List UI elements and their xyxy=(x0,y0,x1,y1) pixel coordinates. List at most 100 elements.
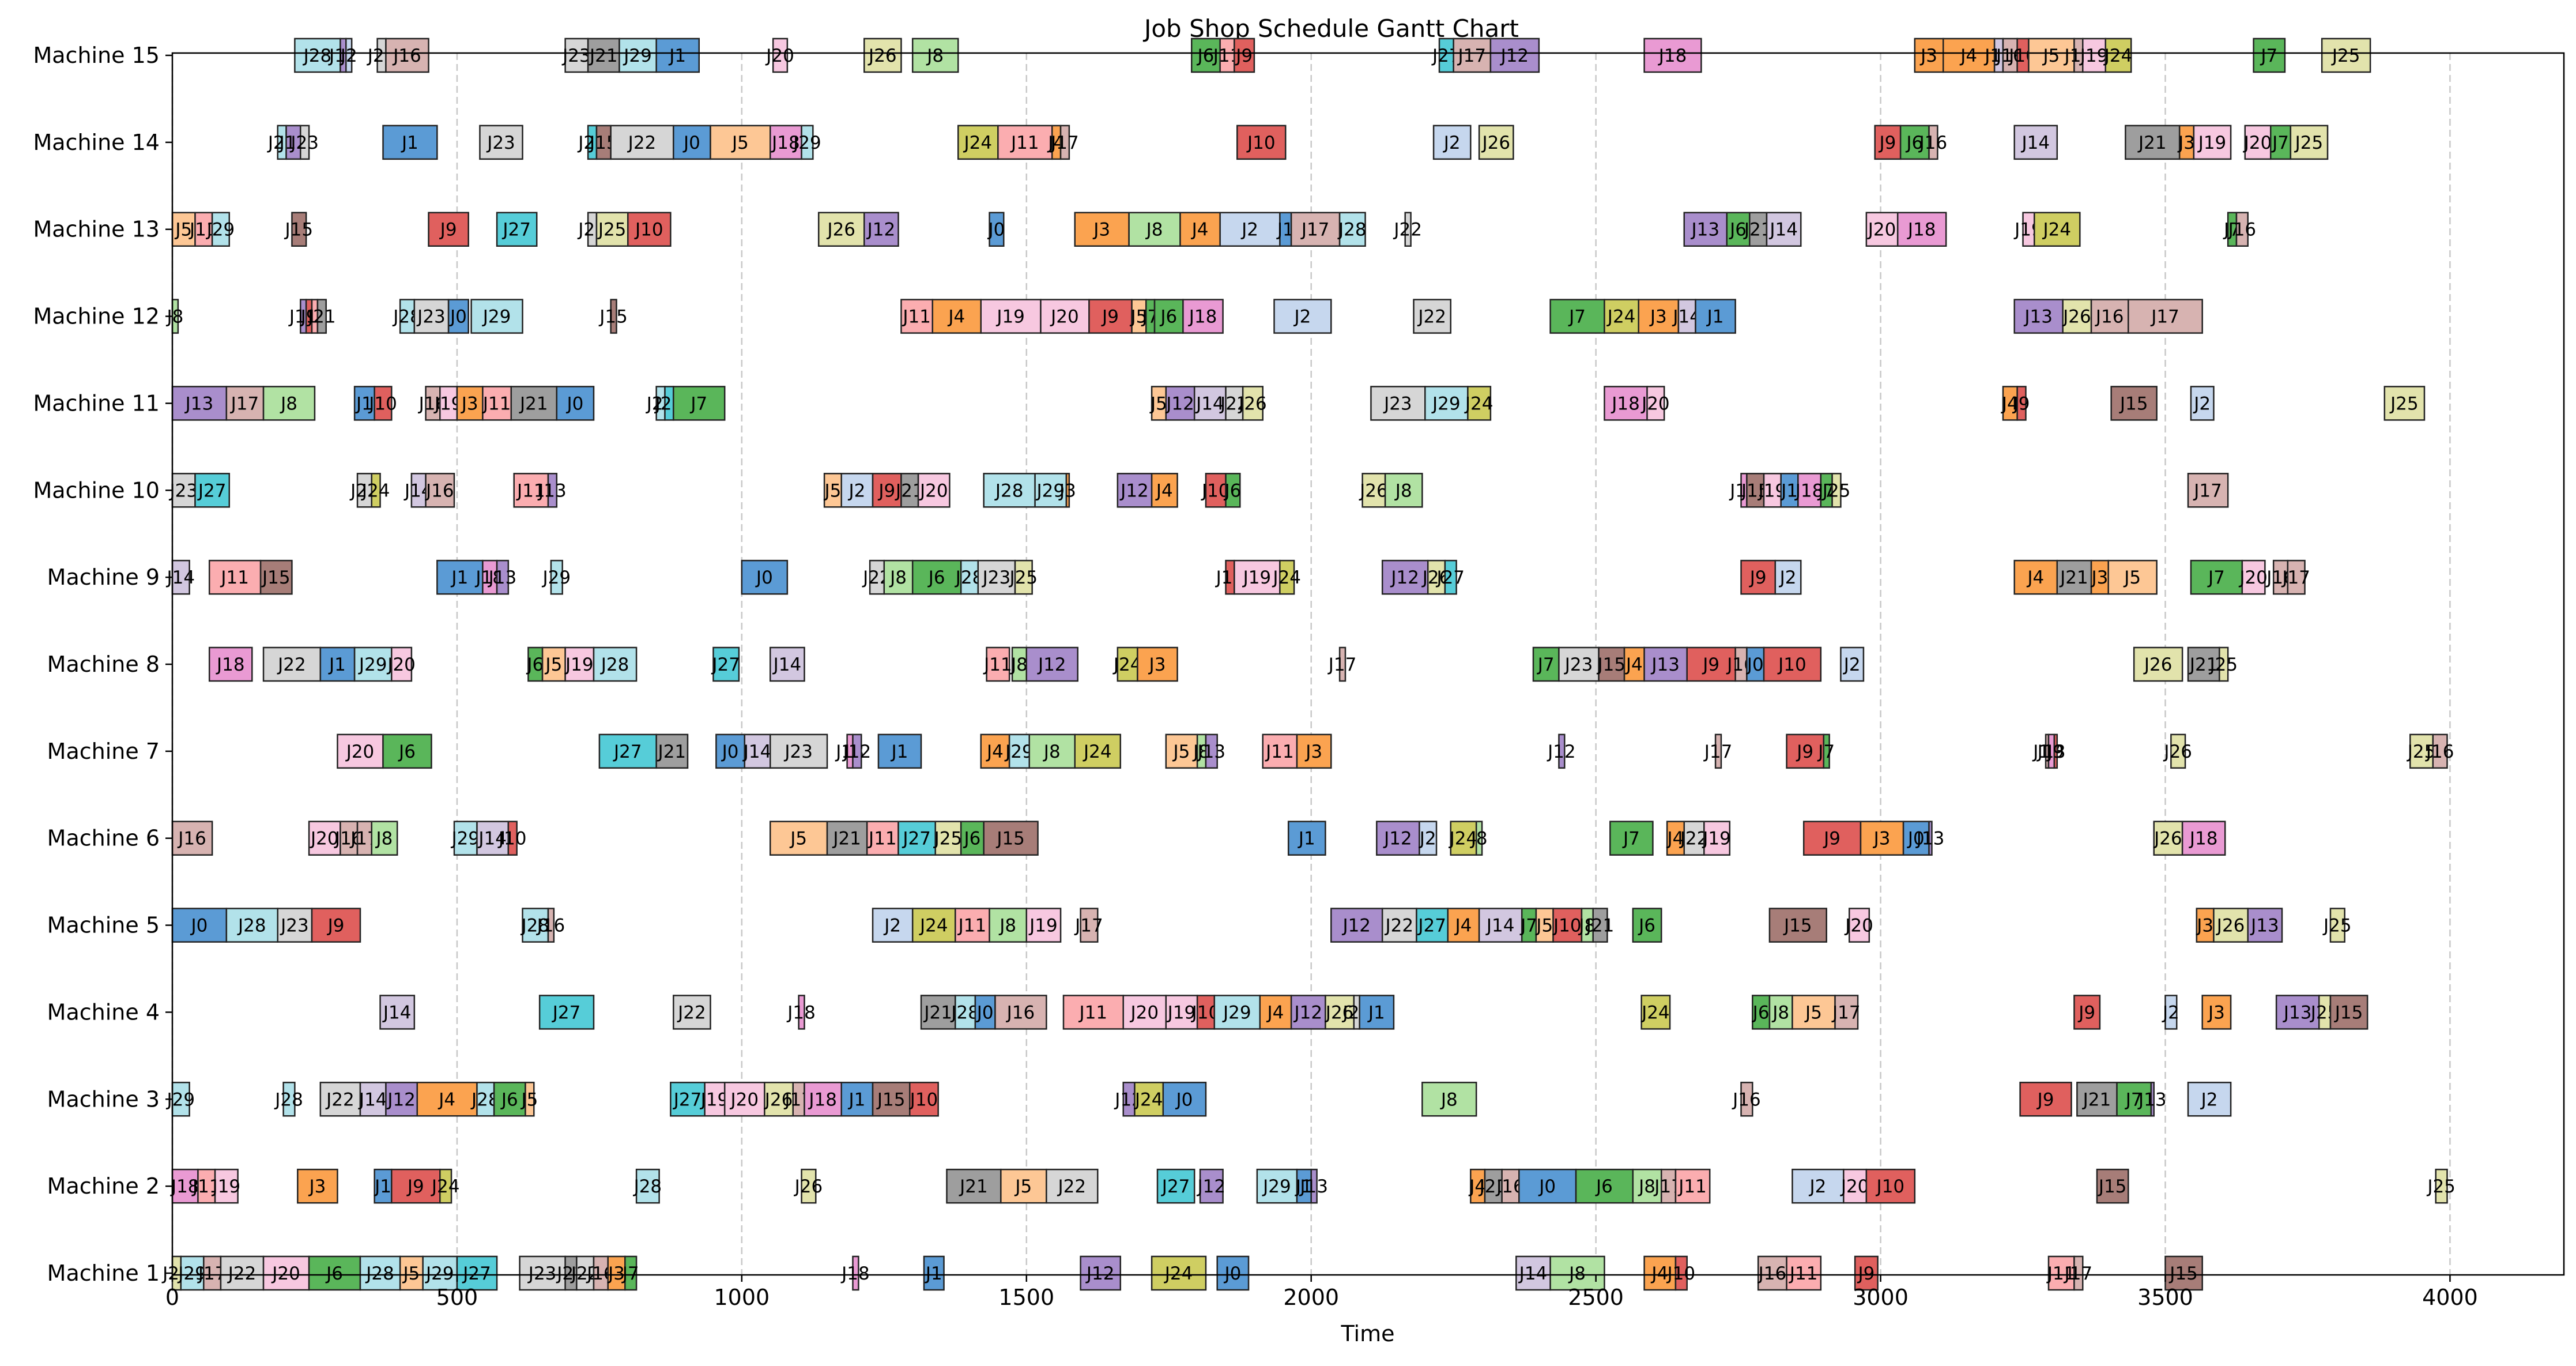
task-label: J9 xyxy=(1857,1263,1875,1284)
task-bar: J18 xyxy=(170,1168,199,1204)
task-label: J12 xyxy=(1547,742,1576,762)
task-label: J5 xyxy=(1172,742,1190,762)
machine-label: Machine 12 xyxy=(33,304,160,329)
task-label: J18 xyxy=(1188,307,1217,328)
task-label: J29 xyxy=(358,654,387,675)
task-bar: J22 xyxy=(262,646,322,682)
task-bar: J5 xyxy=(1149,386,1167,421)
task-bar: J3 xyxy=(1074,212,1130,247)
task-bar: J22 xyxy=(319,1082,361,1117)
x-axis-label: Time xyxy=(1341,1321,1395,1346)
task-bar: J18 xyxy=(1794,473,1823,508)
task-bar: J4 xyxy=(1447,908,1480,943)
task-rect xyxy=(2193,125,2232,160)
task-bar: J12 xyxy=(1290,995,1326,1030)
task-rect xyxy=(2019,1082,2072,1117)
task-rect xyxy=(1117,646,1138,682)
task-bar: J25 xyxy=(2290,125,2329,160)
task-rect xyxy=(1242,386,1264,421)
task-bar: J13 xyxy=(1683,212,1728,247)
task-bar: J2 xyxy=(1840,646,1865,682)
task-rect xyxy=(1338,646,1347,682)
task-label: J22 xyxy=(1393,220,1422,240)
task-bar: J4 xyxy=(1047,125,1065,160)
task-rect xyxy=(593,1255,609,1291)
task-label: J4 xyxy=(1266,1002,1284,1023)
task-bar: J0 xyxy=(171,908,228,943)
task-label: J23 xyxy=(289,133,319,153)
task-bar: J29 xyxy=(353,646,393,682)
task-rect xyxy=(801,1168,817,1204)
task-label: J28 xyxy=(600,654,629,675)
task-bar: J15 xyxy=(983,821,1039,856)
task-rect xyxy=(1766,212,1802,247)
task-rect xyxy=(1592,908,1608,943)
task-rect xyxy=(1046,1168,1099,1204)
task-bar: J18 xyxy=(804,1082,842,1117)
task-rect xyxy=(385,37,429,73)
task-bar: J26 xyxy=(2163,733,2192,769)
task-label: J8 xyxy=(280,393,297,414)
task-bar: J14 xyxy=(1478,908,1523,943)
task-bar: J17 xyxy=(2281,559,2310,595)
task-label: J17 xyxy=(1074,916,1103,936)
task-label: J19 xyxy=(212,1176,241,1197)
task-label: J10 xyxy=(497,829,527,849)
task-label: J20 xyxy=(1129,1002,1159,1023)
task-rect xyxy=(764,1082,794,1117)
plot-frame xyxy=(171,52,2565,1276)
task-rect xyxy=(1330,908,1383,943)
task-rect xyxy=(1370,386,1426,421)
task-bar: J9 xyxy=(1088,299,1133,334)
task-rect xyxy=(1008,733,1030,769)
task-rect xyxy=(538,995,595,1030)
task-bar: J12 xyxy=(1025,646,1078,682)
task-bar: J4 xyxy=(1942,37,1996,73)
task-bar: J9 xyxy=(2019,1082,2072,1117)
task-rect xyxy=(2053,733,2058,769)
task-rect xyxy=(1874,125,1902,160)
task-label: J14 xyxy=(358,1089,387,1110)
task-bar: J22 xyxy=(1413,299,1451,334)
task-label: J7 xyxy=(2125,1089,2143,1110)
task-label: J19 xyxy=(2079,46,2109,66)
task-label: J14 xyxy=(1768,220,1798,240)
task-rect xyxy=(496,212,538,247)
task-bar: J11 xyxy=(482,386,512,421)
task-rect xyxy=(2383,386,2426,421)
task-bar: J28 xyxy=(294,37,341,73)
task-bar: J8 xyxy=(1470,821,1488,856)
task-rect xyxy=(2047,1255,2075,1291)
task-label: J29 xyxy=(1004,742,1034,762)
task-bar: J29 xyxy=(450,821,480,856)
task-label: J4 xyxy=(1468,1176,1486,1197)
task-label: J16 xyxy=(1732,1089,1761,1110)
task-rect xyxy=(425,473,455,508)
task-bar: J29 xyxy=(618,37,657,73)
task-rect xyxy=(1162,1082,1207,1117)
task-label: J9 xyxy=(1823,829,1840,849)
task-rect xyxy=(2076,1082,2118,1117)
task-rect xyxy=(863,37,902,73)
task-bar: J11 xyxy=(1786,1255,1822,1291)
task-rect xyxy=(345,37,353,73)
task-label: J3 xyxy=(308,1176,326,1197)
task-bar: J7 xyxy=(2116,1082,2152,1117)
task-label: J1 xyxy=(401,133,418,153)
task-label: J0 xyxy=(1907,829,1925,849)
task-bar: J4 xyxy=(2013,559,2058,595)
task-label: J9 xyxy=(2046,742,2064,762)
task-rect xyxy=(2164,995,2178,1030)
task-label: J8 xyxy=(1470,829,1488,849)
task-label: J27 xyxy=(902,829,931,849)
task-label: J5 xyxy=(2042,46,2060,66)
task-label: J11 xyxy=(516,480,545,501)
task-bar: J12 xyxy=(1381,559,1429,595)
task-label: J26 xyxy=(794,1176,823,1197)
task-bar: J29 xyxy=(1034,473,1068,508)
task-rect xyxy=(2321,37,2371,73)
task-bar: J20 xyxy=(2238,559,2268,595)
task-label: J7 xyxy=(621,1263,639,1284)
task-label: J13 xyxy=(184,393,214,414)
task-bar: J28 xyxy=(274,1082,303,1117)
